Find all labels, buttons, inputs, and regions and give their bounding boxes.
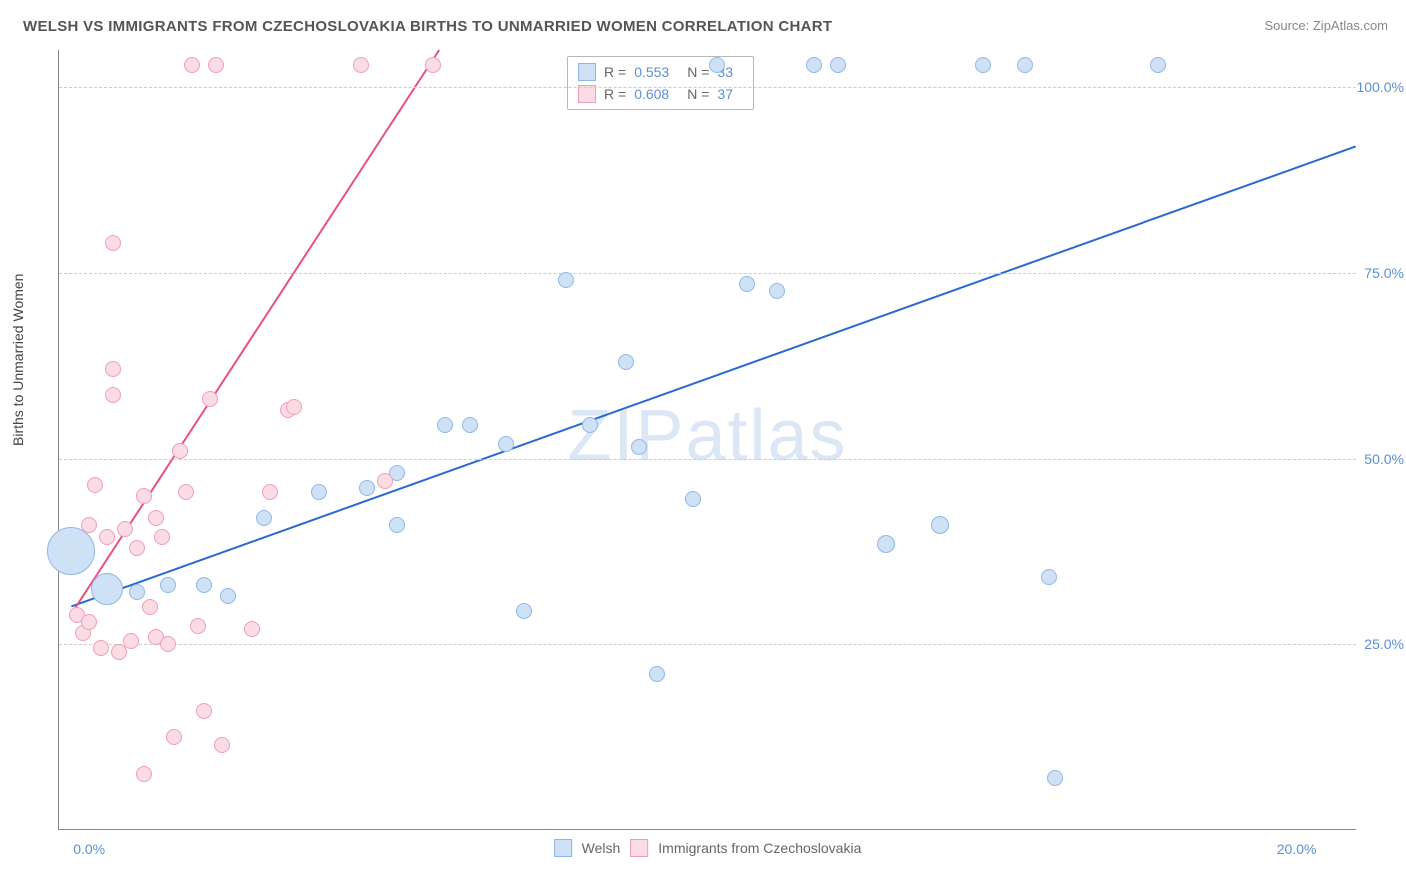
scatter-point bbox=[129, 540, 145, 556]
scatter-point bbox=[105, 361, 121, 377]
scatter-point bbox=[148, 510, 164, 526]
scatter-point bbox=[202, 391, 218, 407]
source-label: Source: ZipAtlas.com bbox=[1264, 18, 1388, 33]
scatter-point bbox=[353, 57, 369, 73]
legend-swatch bbox=[630, 839, 648, 857]
y-tick-label: 75.0% bbox=[1364, 265, 1404, 281]
x-tick-label: 0.0% bbox=[73, 841, 105, 857]
y-axis-label: Births to Unmarried Women bbox=[10, 274, 26, 446]
stat-r-value: 0.553 bbox=[634, 64, 669, 80]
scatter-point bbox=[262, 484, 278, 500]
watermark: ZIPatlas bbox=[567, 394, 847, 476]
scatter-point bbox=[311, 484, 327, 500]
x-tick-label: 20.0% bbox=[1277, 841, 1317, 857]
scatter-point bbox=[359, 480, 375, 496]
scatter-point bbox=[117, 521, 133, 537]
stat-n-label: N = bbox=[687, 86, 709, 102]
chart-title: WELSH VS IMMIGRANTS FROM CZECHOSLOVAKIA … bbox=[23, 18, 832, 35]
stat-n-value: 37 bbox=[717, 86, 733, 102]
y-tick-label: 100.0% bbox=[1357, 79, 1404, 95]
scatter-point bbox=[462, 417, 478, 433]
scatter-point bbox=[178, 484, 194, 500]
scatter-point bbox=[931, 516, 949, 534]
scatter-point bbox=[196, 577, 212, 593]
scatter-point bbox=[830, 57, 846, 73]
scatter-point bbox=[160, 577, 176, 593]
trend-lines bbox=[59, 50, 1356, 829]
scatter-point bbox=[142, 599, 158, 615]
stat-r-label: R = bbox=[604, 86, 626, 102]
series-legend: Welsh Immigrants from Czechoslovakia bbox=[554, 839, 862, 857]
scatter-point bbox=[196, 703, 212, 719]
legend-swatch bbox=[554, 839, 572, 857]
gridline bbox=[59, 273, 1356, 274]
scatter-point bbox=[220, 588, 236, 604]
scatter-point bbox=[806, 57, 822, 73]
scatter-point bbox=[256, 510, 272, 526]
stat-r-value: 0.608 bbox=[634, 86, 669, 102]
scatter-point bbox=[166, 729, 182, 745]
scatter-point bbox=[105, 235, 121, 251]
scatter-point bbox=[377, 473, 393, 489]
gridline bbox=[59, 644, 1356, 645]
scatter-point bbox=[769, 283, 785, 299]
scatter-point bbox=[685, 491, 701, 507]
scatter-point bbox=[286, 399, 302, 415]
stat-n-label: N = bbox=[687, 64, 709, 80]
legend-label: Welsh bbox=[582, 840, 621, 856]
scatter-point bbox=[154, 529, 170, 545]
scatter-point bbox=[172, 443, 188, 459]
stats-legend: R =0.553N =33R =0.608N =37 bbox=[567, 56, 754, 110]
scatter-point bbox=[1041, 569, 1057, 585]
scatter-point bbox=[631, 439, 647, 455]
y-tick-label: 25.0% bbox=[1364, 636, 1404, 652]
scatter-point bbox=[709, 57, 725, 73]
y-tick-label: 50.0% bbox=[1364, 451, 1404, 467]
scatter-point bbox=[498, 436, 514, 452]
scatter-point bbox=[47, 527, 95, 575]
scatter-point bbox=[190, 618, 206, 634]
scatter-point bbox=[558, 272, 574, 288]
plot-area: ZIPatlas R =0.553N =33R =0.608N =37 Wels… bbox=[58, 50, 1356, 830]
scatter-point bbox=[739, 276, 755, 292]
scatter-point bbox=[91, 573, 123, 605]
legend-label: Immigrants from Czechoslovakia bbox=[658, 840, 861, 856]
scatter-point bbox=[1017, 57, 1033, 73]
scatter-point bbox=[99, 529, 115, 545]
scatter-point bbox=[208, 57, 224, 73]
scatter-point bbox=[81, 614, 97, 630]
scatter-point bbox=[136, 766, 152, 782]
scatter-point bbox=[1150, 57, 1166, 73]
scatter-point bbox=[87, 477, 103, 493]
scatter-point bbox=[582, 417, 598, 433]
scatter-point bbox=[516, 603, 532, 619]
scatter-point bbox=[214, 737, 230, 753]
scatter-point bbox=[244, 621, 260, 637]
scatter-point bbox=[425, 57, 441, 73]
scatter-point bbox=[123, 633, 139, 649]
scatter-point bbox=[184, 57, 200, 73]
gridline bbox=[59, 459, 1356, 460]
scatter-point bbox=[1047, 770, 1063, 786]
scatter-point bbox=[129, 584, 145, 600]
scatter-point bbox=[649, 666, 665, 682]
scatter-point bbox=[389, 517, 405, 533]
scatter-point bbox=[160, 636, 176, 652]
scatter-point bbox=[105, 387, 121, 403]
gridline bbox=[59, 87, 1356, 88]
scatter-point bbox=[136, 488, 152, 504]
scatter-point bbox=[975, 57, 991, 73]
scatter-point bbox=[877, 535, 895, 553]
scatter-point bbox=[93, 640, 109, 656]
scatter-point bbox=[81, 517, 97, 533]
stat-r-label: R = bbox=[604, 64, 626, 80]
legend-swatch bbox=[578, 63, 596, 81]
scatter-point bbox=[437, 417, 453, 433]
scatter-point bbox=[618, 354, 634, 370]
